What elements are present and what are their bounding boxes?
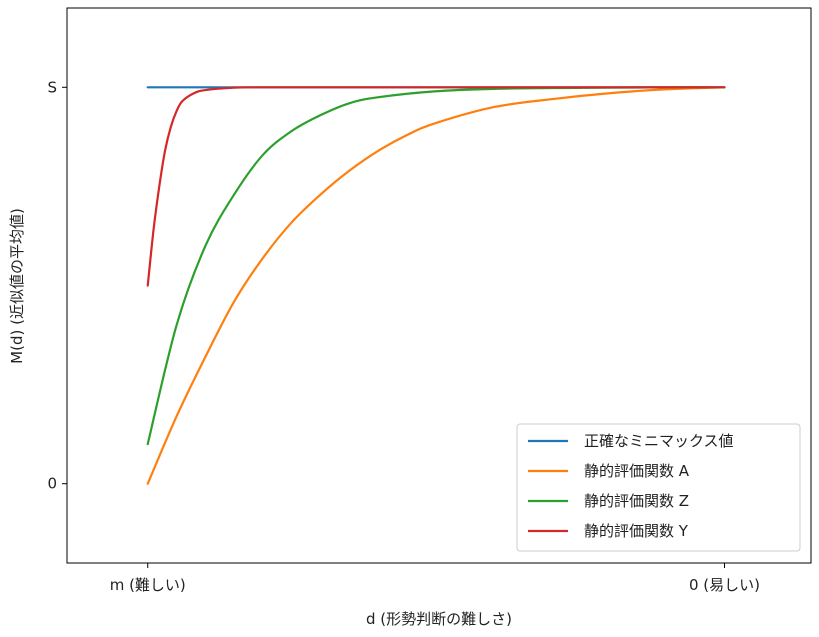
y-tick-label: S bbox=[47, 78, 57, 96]
y-tick-label: 0 bbox=[47, 475, 57, 493]
y-axis-label: M(d) (近似値の平均値) bbox=[8, 208, 26, 364]
x-axis-label: d (形勢判断の難しさ) bbox=[366, 610, 512, 628]
x-tick-label: 0 (易しい) bbox=[689, 576, 760, 594]
x-tick-label: m (難しい) bbox=[110, 576, 186, 594]
series-line-1 bbox=[146, 86, 726, 485]
y-axis-ticks: 0S bbox=[47, 78, 67, 493]
legend-label-2: 静的評価関数 Z bbox=[584, 492, 689, 510]
plot-frame bbox=[66, 7, 812, 564]
legend-label-0: 正確なミニマックス値 bbox=[584, 432, 734, 450]
x-axis-ticks: m (難しい) 0 (易しい) bbox=[110, 563, 760, 594]
series-line-2 bbox=[146, 86, 726, 446]
legend-box bbox=[516, 423, 801, 552]
series-line-3 bbox=[146, 86, 726, 287]
legend-label-3: 静的評価関数 Y bbox=[584, 522, 689, 540]
series-lines bbox=[146, 86, 726, 485]
legend-label-1: 静的評価関数 A bbox=[584, 462, 690, 480]
